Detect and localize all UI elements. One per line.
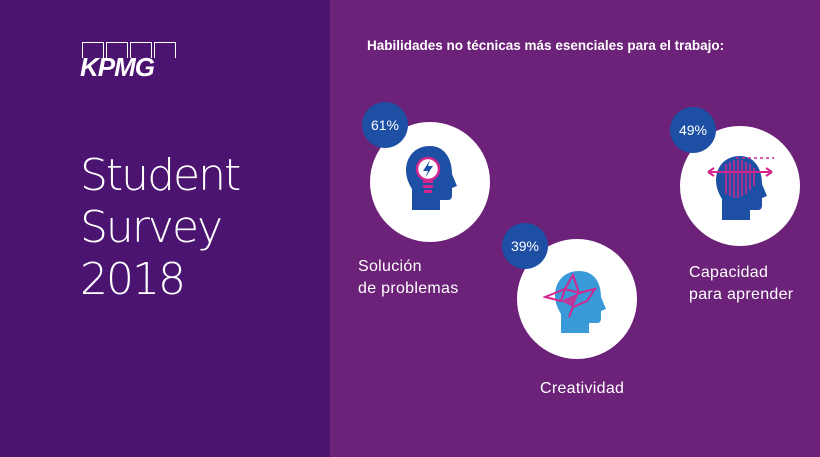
title-line-3: 2018 (80, 254, 186, 305)
title-line-1: Student (80, 150, 241, 201)
logo-wordmark: KPMG (80, 52, 155, 82)
percent-badge-problem-solving: 61% (362, 102, 408, 148)
skill-label-problem-solving: Solución de problemas (358, 258, 459, 297)
head-origami-bird-icon (543, 267, 613, 335)
head-lightbulb-icon (400, 144, 462, 214)
skill-label-creativity: Creatividad (540, 380, 625, 397)
skill-label-ability-to-learn: Capacidad para aprender (689, 264, 794, 303)
left-panel: KPMG Student Survey 2018 (0, 0, 330, 457)
percent-badge-ability-to-learn: 49% (670, 107, 716, 153)
title-line-2: Survey (80, 202, 223, 253)
kpmg-logo: KPMG (80, 42, 180, 82)
skill-circle-problem-solving (370, 122, 490, 242)
section-heading: Habilidades no técnicas más esenciales p… (367, 38, 725, 53)
head-learning-arrows-icon (706, 150, 776, 222)
survey-title: Student Survey 2018 (80, 150, 241, 306)
skill-circle-creativity (517, 239, 637, 359)
percent-badge-creativity: 39% (502, 223, 548, 269)
